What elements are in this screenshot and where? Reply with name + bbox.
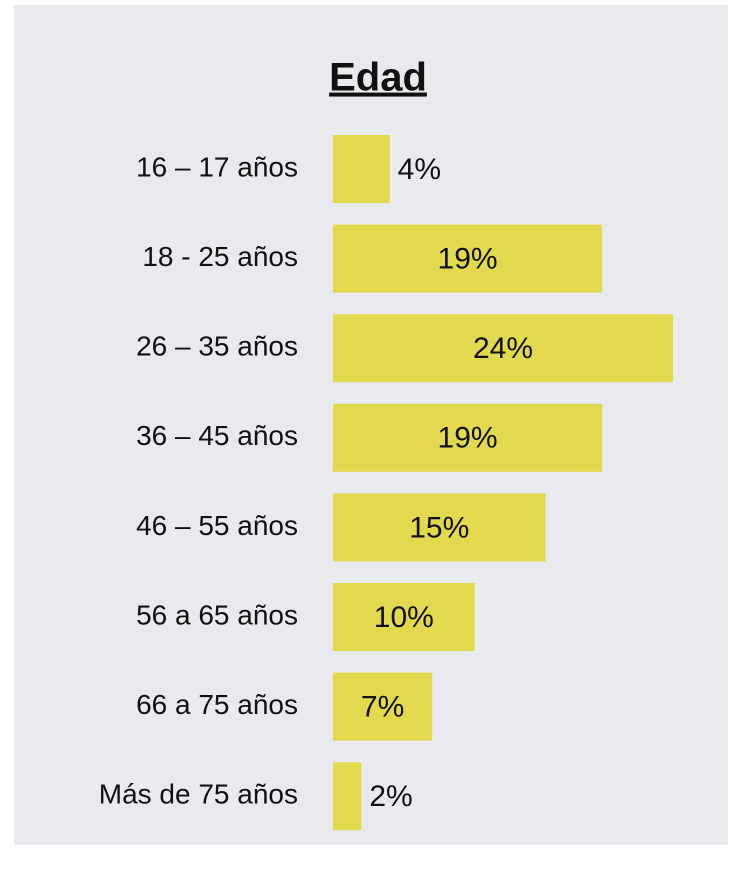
bar <box>333 762 362 831</box>
value-label: 2% <box>369 780 412 813</box>
value-label: 10% <box>374 601 434 634</box>
value-label: 7% <box>361 691 404 724</box>
category-label: 56 a 65 años <box>136 599 298 630</box>
category-label: 18 - 25 años <box>142 241 298 272</box>
bar <box>333 583 475 651</box>
category-label: 36 – 45 años <box>136 420 298 451</box>
bar <box>333 672 433 741</box>
bar <box>333 403 603 472</box>
value-label: 4% <box>398 153 441 186</box>
bar <box>333 314 673 383</box>
category-label: Más de 75 años <box>99 779 298 810</box>
chart-title: Edad <box>329 56 427 100</box>
bar <box>333 493 546 562</box>
value-label: 15% <box>409 511 469 544</box>
category-label: 26 – 35 años <box>136 331 298 362</box>
value-label: 19% <box>438 243 498 276</box>
bar <box>333 224 603 293</box>
value-label: 24% <box>473 332 533 365</box>
value-label: 19% <box>438 422 498 455</box>
category-label: 66 a 75 años <box>136 689 298 720</box>
category-label: 16 – 17 años <box>136 151 298 182</box>
bar <box>333 135 390 203</box>
category-label: 46 – 55 años <box>136 510 298 541</box>
